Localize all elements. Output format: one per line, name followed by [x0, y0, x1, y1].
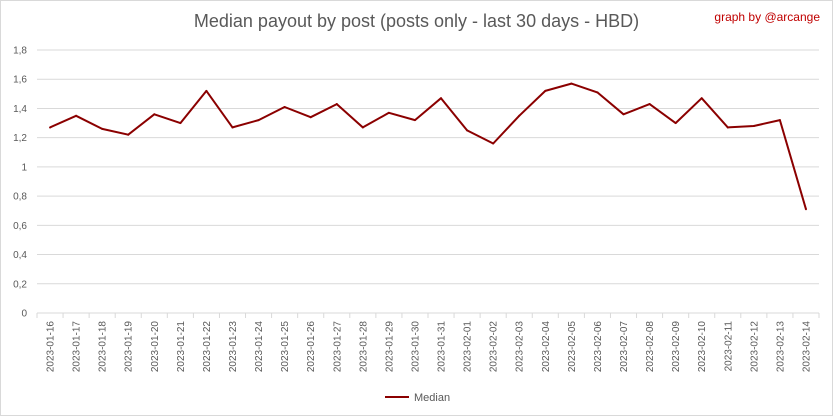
- x-tick-label: 2023-01-29: [384, 321, 395, 373]
- x-tick-label: 2023-01-16: [46, 321, 57, 373]
- data-point: [49, 126, 52, 129]
- x-tick-label: 2023-02-01: [463, 321, 474, 373]
- x-tick-label: 2023-02-02: [489, 321, 500, 373]
- x-tick-label: 2023-02-12: [749, 321, 760, 373]
- data-point: [440, 97, 443, 100]
- x-tick-label: 2023-01-31: [437, 321, 448, 373]
- data-point: [596, 91, 599, 94]
- x-tick-label: 2023-01-28: [358, 321, 369, 373]
- y-tick-label: 1,2: [13, 133, 27, 144]
- data-point: [544, 89, 547, 92]
- data-point: [387, 111, 390, 114]
- data-point: [648, 103, 651, 106]
- y-tick-label: 0: [21, 309, 27, 320]
- data-point: [205, 89, 208, 92]
- x-tick-label: 2023-02-05: [567, 321, 578, 373]
- data-point: [622, 113, 625, 116]
- data-point: [726, 126, 729, 129]
- data-point: [674, 122, 677, 125]
- y-tick-label: 0,4: [13, 250, 27, 261]
- x-tick-label: 2023-01-23: [228, 321, 239, 373]
- y-tick-label: 1: [21, 162, 27, 173]
- data-point: [778, 119, 781, 122]
- y-axis-ticks: 0 0,2 0,4 0,6 0,8 1 1,2 1,4 1,6 1,8: [13, 46, 27, 320]
- chart-title: Median payout by post (posts only - last…: [193, 11, 640, 31]
- y-tick-label: 1,6: [13, 75, 27, 86]
- x-tick-label: 2023-02-11: [723, 321, 734, 372]
- chart-credit: graph by @arcange: [714, 10, 820, 24]
- data-point: [518, 114, 521, 117]
- data-point: [283, 105, 286, 108]
- x-tick-label: 2023-01-17: [72, 321, 83, 373]
- data-point: [75, 114, 78, 117]
- y-tick-label: 1,4: [13, 104, 27, 115]
- legend: Median: [385, 392, 450, 404]
- series-line-median: [49, 82, 807, 210]
- x-tick-label: 2023-01-18: [98, 321, 109, 373]
- x-tick-label: 2023-01-21: [176, 321, 187, 373]
- data-point: [752, 124, 755, 127]
- x-tick-label: 2023-02-13: [775, 321, 786, 373]
- x-tick-label: 2023-01-24: [254, 321, 265, 373]
- y-tick-label: 0,6: [13, 221, 27, 232]
- x-axis-ticks: 2023-01-16 2023-01-17 2023-01-18 2023-01-19…: [36, 313, 820, 373]
- x-tick-label: 2023-02-04: [541, 321, 552, 373]
- data-point: [179, 122, 182, 125]
- x-tick-label: 2023-01-30: [410, 321, 421, 373]
- data-point: [231, 126, 234, 129]
- x-tick-label: 2023-02-03: [515, 321, 526, 373]
- x-tick-label: 2023-02-09: [671, 321, 682, 373]
- gridlines: [37, 49, 819, 314]
- data-point: [492, 142, 495, 145]
- y-tick-label: 0,8: [13, 192, 27, 203]
- x-tick-label: 2023-01-20: [150, 321, 161, 373]
- data-point: [101, 127, 104, 130]
- y-tick-label: 1,8: [13, 46, 27, 57]
- y-tick-label: 0,2: [13, 279, 27, 290]
- x-tick-label: 2023-01-25: [280, 321, 291, 373]
- data-point: [335, 103, 338, 106]
- x-tick-label: 2023-01-26: [306, 321, 317, 373]
- x-tick-label: 2023-02-14: [801, 321, 812, 373]
- x-tick-label: 2023-02-08: [645, 321, 656, 373]
- data-point: [804, 208, 807, 211]
- data-point: [466, 129, 469, 132]
- data-point: [361, 126, 364, 129]
- x-tick-label: 2023-02-10: [697, 321, 708, 373]
- x-tick-label: 2023-02-06: [593, 321, 604, 373]
- x-tick-label: 2023-01-27: [332, 321, 343, 373]
- data-point: [257, 119, 260, 122]
- series-group: [49, 82, 807, 211]
- data-point: [413, 119, 416, 122]
- x-tick-label: 2023-01-22: [202, 321, 213, 373]
- x-tick-label: 2023-02-07: [619, 321, 630, 373]
- data-point: [309, 116, 312, 119]
- legend-label-median: Median: [414, 392, 450, 404]
- data-point: [153, 113, 156, 116]
- x-tick-label: 2023-01-19: [124, 321, 135, 373]
- data-point: [700, 97, 703, 100]
- data-point: [127, 133, 130, 136]
- data-point: [570, 82, 573, 85]
